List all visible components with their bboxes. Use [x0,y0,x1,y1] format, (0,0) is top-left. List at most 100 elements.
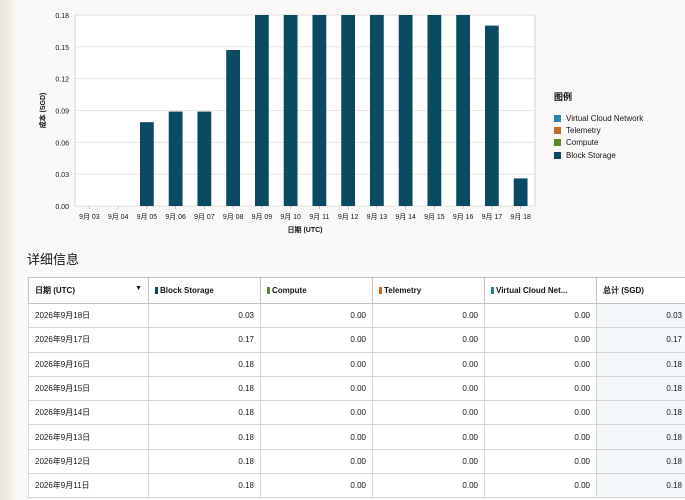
cell-vcn: 0.00 [484,424,597,450]
bar [283,15,298,206]
bar [226,50,241,207]
y-tick-label: 0.03 [55,172,69,179]
y-tick-label: 0.12 [55,77,69,84]
table-row[interactable]: 2026年9月18日 0.03 0.00 0.00 0.00 0.03 [28,302,685,329]
column-header-block-storage[interactable]: Block Storage [148,277,261,304]
bar [197,111,212,206]
cell-total: 0.18 [596,448,685,475]
cell-telemetry: 0.00 [372,351,485,377]
table-row[interactable]: 2026年9月11日 0.18 0.00 0.00 0.00 0.18 [28,473,685,499]
column-header-vcn[interactable]: Virtual Cloud Net... [484,277,597,304]
cell-telemetry: 0.00 [372,400,485,426]
cell-date: 2026年9月18日 [28,302,149,329]
column-header-total-label: 总计 (SGD) [603,286,644,295]
bar [456,15,471,206]
cost-bar-chart: 0.00 0.03 0.06 0.09 0.12 0.15 0.18 9月 03 9月 04 9月… [38,13,536,234]
cell-vcn: 0.00 [484,473,597,499]
sort-descending-icon[interactable]: ▼ [135,285,142,292]
cell-vcn: 0.00 [484,327,597,353]
cell-block-storage: 0.18 [148,351,261,377]
x-tick-label: 9月 14 [395,213,416,221]
cell-compute: 0.00 [260,327,373,353]
cell-compute: 0.00 [260,473,373,499]
bar [484,25,499,206]
table-header-row: 日期 (UTC) ▼ Block Storage Compute Telemet… [28,277,685,304]
column-header-telemetry[interactable]: Telemetry [372,277,485,304]
y-tick-label: 0.09 [55,109,69,116]
legend-swatch [554,151,561,159]
x-tick-label: 9月 06 [165,213,186,221]
y-tick-label: 0.00 [55,204,69,211]
table-row[interactable]: 2026年9月12日 0.18 0.00 0.00 0.00 0.18 [28,448,685,475]
x-tick-label: 9月 03 [79,213,100,221]
column-header-block-storage-label: Block Storage [160,286,214,295]
legend-item[interactable]: Block Storage [554,149,685,161]
cell-vcn: 0.00 [484,400,597,426]
x-tick-label: 9月 04 [108,213,129,221]
bar [341,15,356,206]
x-tick-label: 9月 12 [338,213,359,221]
legend-swatch [554,139,561,147]
chart-legend: 图例 Virtual Cloud Network Telemetry Compute… [554,90,685,161]
table-row[interactable]: 2026年9月13日 0.18 0.00 0.00 0.00 0.18 [28,424,685,450]
x-tick-label: 9月 08 [223,213,244,221]
cell-compute: 0.00 [260,424,373,450]
cell-date: 2026年9月12日 [28,448,149,475]
cell-date: 2026年9月15日 [28,375,149,402]
x-axis-title: 日期 (UTC) [288,225,323,234]
x-tick-label: 9月 18 [510,213,531,221]
table-row[interactable]: 2026年9月15日 0.18 0.00 0.00 0.00 0.18 [28,375,685,402]
cell-telemetry: 0.00 [372,473,485,499]
cell-vcn: 0.00 [484,302,597,329]
x-tick-label: 9月 13 [367,213,388,221]
x-tick-label: 9月 07 [194,213,215,221]
cell-total: 0.18 [596,375,685,402]
legend-item[interactable]: Virtual Cloud Network [554,112,685,124]
table-row[interactable]: 2026年9月17日 0.17 0.00 0.00 0.00 0.17 [28,327,685,353]
legend-item-label: Telemetry [566,125,601,135]
cell-telemetry: 0.00 [372,375,485,402]
table-row[interactable]: 2026年9月16日 0.18 0.00 0.00 0.00 0.18 [28,351,685,377]
cell-vcn: 0.00 [484,375,597,402]
bar [139,122,154,206]
legend-item[interactable]: Telemetry [554,124,685,136]
table-row[interactable]: 2026年9月14日 0.18 0.00 0.00 0.00 0.18 [28,400,685,426]
bar [312,15,327,206]
cell-block-storage: 0.18 [148,424,261,450]
x-tick-label: 9月 10 [280,213,301,221]
bar [427,15,442,206]
column-header-vcn-label: Virtual Cloud Net... [496,286,568,295]
bar [513,178,528,206]
bar [398,15,413,206]
cell-compute: 0.00 [260,302,373,329]
cell-total: 0.17 [596,327,685,353]
cost-chart: 0.00 0.03 0.06 0.09 0.12 0.15 0.18 9月 03 9月 04 9月… [18,0,685,238]
block-storage-color-marker [155,287,158,294]
column-header-compute[interactable]: Compute [260,277,373,304]
cell-total: 0.18 [596,351,685,377]
legend-item[interactable]: Compute [554,137,685,149]
cell-compute: 0.00 [260,448,373,475]
column-header-date-label: 日期 (UTC) [35,286,75,295]
legend-swatch [554,114,561,122]
cell-telemetry: 0.00 [372,448,485,475]
legend-swatch [554,126,561,134]
cell-total: 0.18 [596,424,685,450]
x-tick-label: 9月 11 [309,213,329,221]
x-tick-label: 9月 05 [137,213,158,221]
column-header-telemetry-label: Telemetry [384,286,422,295]
column-header-total[interactable]: 总计 (SGD) [596,277,685,304]
cell-vcn: 0.00 [484,351,597,377]
column-header-date[interactable]: 日期 (UTC) ▼ [28,277,149,304]
cell-date: 2026年9月11日 [28,473,149,499]
vcn-color-marker [491,287,494,294]
cell-date: 2026年9月17日 [28,327,149,353]
column-header-compute-label: Compute [272,286,307,295]
telemetry-color-marker [379,287,382,294]
y-tick-label: 0.15 [55,45,69,52]
x-tick-label: 9月 17 [482,213,503,221]
details-table: 日期 (UTC) ▼ Block Storage Compute Telemet… [28,277,685,499]
y-tick-label: 0.06 [55,140,69,147]
cell-block-storage: 0.03 [148,302,261,329]
bar [254,15,269,206]
